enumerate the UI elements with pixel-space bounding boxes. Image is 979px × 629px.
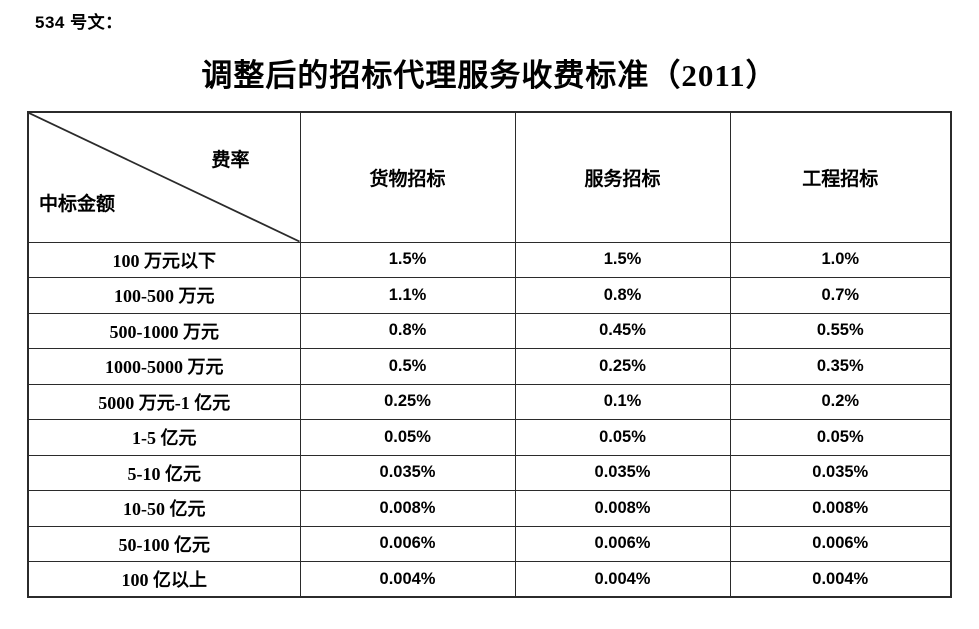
works-rate-cell: 0.008% [729,490,952,527]
works-rate-cell: 0.7% [729,277,952,314]
service-rate-cell: 0.45% [514,312,731,349]
table-row: 50-100 亿元 0.006% 0.006% 0.006% [27,525,952,562]
goods-rate-cell: 0.035% [299,454,516,491]
amount-cell: 1-5 亿元 [27,419,301,456]
works-rate-cell: 0.006% [729,525,952,562]
amount-cell: 100 亿以上 [27,561,301,598]
table-header-row: 费率 中标金额 货物招标 服务招标 工程招标 [27,111,952,243]
works-rate-cell: 0.05% [729,419,952,456]
amount-cell: 50-100 亿元 [27,525,301,562]
service-rate-cell: 0.035% [514,454,731,491]
amount-cell: 100 万元以下 [27,241,301,278]
goods-rate-cell: 0.25% [299,383,516,420]
goods-rate-cell: 1.5% [299,241,516,278]
table-row: 5000 万元-1 亿元 0.25% 0.1% 0.2% [27,383,952,420]
diagonal-divider-line [29,113,299,241]
goods-rate-cell: 0.008% [299,490,516,527]
service-rate-cell: 0.004% [514,561,731,598]
table-row: 100 万元以下 1.5% 1.5% 1.0% [27,241,952,278]
service-rate-cell: 0.006% [514,525,731,562]
corner-label-amount: 中标金额 [39,193,116,215]
goods-rate-cell: 0.004% [299,561,516,598]
column-header-works: 工程招标 [729,111,952,243]
column-header-service: 服务招标 [514,111,731,243]
goods-rate-cell: 0.006% [299,525,516,562]
corner-header-cell: 费率 中标金额 [27,111,301,243]
works-rate-cell: 0.004% [729,561,952,598]
doc-number-label: 534 号文： [35,13,123,32]
amount-cell: 500-1000 万元 [27,312,301,349]
table-row: 10-50 亿元 0.008% 0.008% 0.008% [27,490,952,527]
goods-rate-cell: 0.05% [299,419,516,456]
amount-cell: 1000-5000 万元 [27,348,301,385]
table-row: 5-10 亿元 0.035% 0.035% 0.035% [27,454,952,491]
goods-rate-cell: 0.8% [299,312,516,349]
goods-rate-cell: 0.5% [299,348,516,385]
amount-cell: 5000 万元-1 亿元 [27,383,301,420]
table-row: 100-500 万元 1.1% 0.8% 0.7% [27,277,952,314]
table-row: 500-1000 万元 0.8% 0.45% 0.55% [27,312,952,349]
works-rate-cell: 0.55% [729,312,952,349]
works-rate-cell: 0.35% [729,348,952,385]
service-rate-cell: 1.5% [514,241,731,278]
page-title: 调整后的招标代理服务收费标准（2011） [201,58,778,93]
service-rate-cell: 0.1% [514,383,731,420]
service-rate-cell: 0.8% [514,277,731,314]
fee-standard-table: 费率 中标金额 货物招标 服务招标 工程招标 100 万元以下 1.5% 1.5… [27,111,952,598]
works-rate-cell: 0.035% [729,454,952,491]
goods-rate-cell: 1.1% [299,277,516,314]
amount-cell: 100-500 万元 [27,277,301,314]
amount-cell: 10-50 亿元 [27,490,301,527]
table-row: 1-5 亿元 0.05% 0.05% 0.05% [27,419,952,456]
works-rate-cell: 1.0% [729,241,952,278]
column-header-goods: 货物招标 [299,111,516,243]
service-rate-cell: 0.008% [514,490,731,527]
corner-label-rate: 费率 [211,150,250,171]
amount-cell: 5-10 亿元 [27,454,301,491]
service-rate-cell: 0.05% [514,419,731,456]
table-row: 1000-5000 万元 0.5% 0.25% 0.35% [27,348,952,385]
table-row: 100 亿以上 0.004% 0.004% 0.004% [27,561,952,598]
service-rate-cell: 0.25% [514,348,731,385]
works-rate-cell: 0.2% [729,383,952,420]
